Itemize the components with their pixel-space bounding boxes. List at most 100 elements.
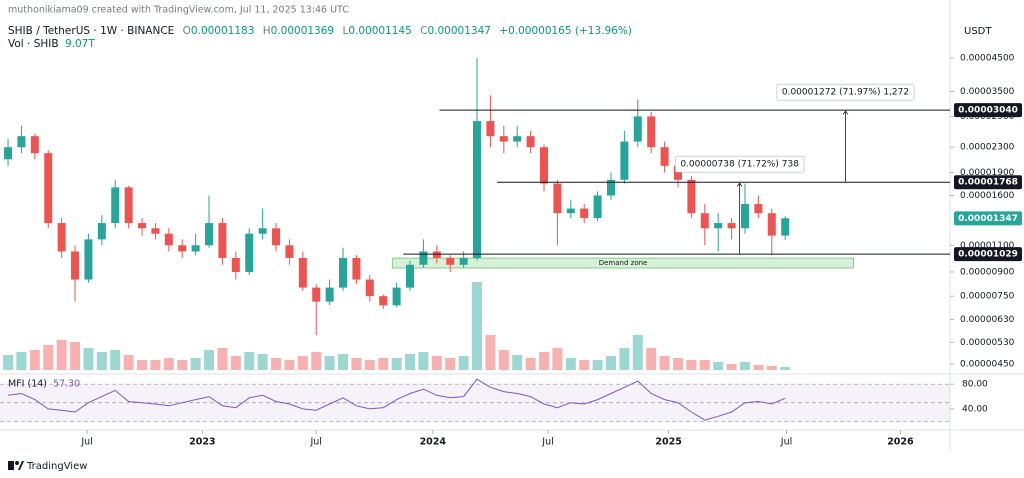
volume-bar	[753, 365, 764, 370]
candle-body	[767, 213, 776, 236]
volume-bar	[257, 354, 268, 370]
volume-bar	[43, 345, 54, 370]
volume-bar	[458, 356, 469, 370]
x-tick-label: 2025	[655, 437, 681, 448]
volume-bar	[646, 348, 657, 370]
measure-label: 0.00001272 (71.97%) 1,272	[782, 88, 909, 98]
volume-bar	[297, 356, 308, 370]
volume-bar	[619, 348, 630, 370]
candle-body	[781, 218, 790, 236]
y-tick-label: 0.00002300	[960, 143, 1015, 153]
x-tick-label: 2023	[189, 437, 215, 448]
logo-text: TradingView	[26, 461, 87, 472]
volume-bar	[338, 354, 349, 370]
volume-bar	[137, 360, 148, 370]
volume-bar	[56, 340, 67, 370]
volume-bar	[230, 356, 241, 370]
credit: muthonikiama09 created with TradingView.…	[8, 5, 349, 16]
candle-body	[379, 296, 388, 306]
volume-bar	[83, 348, 94, 370]
volume-label: Vol · SHIB	[8, 38, 59, 50]
volume-bar	[378, 358, 389, 370]
candle-body	[272, 228, 281, 246]
price-badge-label: 0.00001029	[958, 250, 1018, 260]
candle-body	[218, 223, 227, 258]
candle-body	[620, 141, 629, 180]
mfi-value: 57.30	[53, 379, 80, 390]
high: 0.00001369	[271, 25, 334, 37]
mfi-title: MFI (14)	[8, 379, 47, 390]
mfi-tick-label: 40.00	[962, 404, 988, 414]
candle-body	[499, 136, 508, 142]
price-badge-label: 0.00001768	[958, 178, 1018, 188]
close: 0.00001347	[427, 25, 490, 37]
candle-body	[660, 147, 669, 166]
volume-bar	[150, 360, 161, 370]
candle-body	[71, 251, 80, 280]
volume-bar	[123, 355, 134, 370]
volume-bar	[217, 348, 228, 370]
candle-body	[339, 257, 348, 288]
candle-body	[124, 187, 133, 224]
mfi-tick-label: 80.00	[962, 380, 988, 390]
volume-bar	[351, 358, 362, 370]
x-tick-label: Jul	[541, 437, 553, 448]
symbol: SHIB / TetherUS · 1W · BINANCE	[8, 25, 174, 37]
volume-value: 9.07T	[65, 38, 95, 50]
high-label: H	[263, 25, 271, 37]
last-price-label: 0.00001347	[958, 214, 1018, 224]
measure-box	[776, 83, 915, 101]
candle-body	[17, 136, 26, 148]
candle-body	[633, 116, 642, 142]
volume-bar	[445, 358, 456, 370]
x-tick-label: Jul	[780, 437, 792, 448]
demand-zone-label: Demand zone	[599, 259, 648, 267]
volume-bar	[766, 366, 777, 370]
volume-bar	[525, 358, 536, 370]
volume-bar	[472, 282, 483, 370]
volume-bar	[552, 348, 563, 370]
volume-bar	[498, 350, 509, 370]
y-tick-label: 0.00000750	[960, 292, 1015, 302]
candle-body	[727, 223, 736, 229]
candle-body	[4, 147, 13, 160]
candle-body	[432, 251, 441, 258]
volume-bar	[311, 352, 322, 370]
candle-body	[754, 204, 763, 214]
volume-bar	[672, 358, 683, 370]
candle-body	[298, 257, 307, 288]
candle-body	[513, 136, 522, 142]
candle-body	[57, 223, 66, 252]
volume-bar	[204, 350, 215, 370]
volume-bar	[431, 356, 442, 370]
candle-body	[138, 223, 147, 229]
candle-body	[325, 287, 334, 302]
volume-bar	[606, 356, 617, 370]
candle-body	[44, 153, 53, 224]
close-label: C	[420, 25, 427, 37]
volume-bar	[579, 360, 590, 370]
candle-body	[740, 204, 749, 229]
demand-zone	[392, 257, 854, 269]
candle-body	[687, 179, 696, 214]
volume-bar	[29, 350, 40, 370]
open-label: O	[183, 25, 191, 37]
y-tick-label: 0.00000900	[960, 267, 1015, 277]
candle-body	[352, 257, 361, 280]
candle-body	[647, 116, 656, 148]
volume-bar	[726, 364, 737, 370]
change: +0.00000165 (+13.96%)	[499, 25, 632, 37]
candle-body	[245, 233, 254, 272]
currency: USDT	[964, 26, 992, 37]
volume-bar	[485, 335, 496, 370]
candle-body	[607, 179, 616, 196]
y-tick-label: 0.00003500	[960, 87, 1015, 97]
price-badge	[954, 103, 1022, 118]
volume-bar	[271, 358, 282, 370]
volume-bar	[632, 335, 643, 370]
price-badge	[954, 175, 1022, 190]
candle-body	[164, 233, 173, 246]
volume-bar	[405, 354, 416, 370]
volume-bar	[324, 356, 335, 370]
x-tick-label: Jul	[80, 437, 92, 448]
